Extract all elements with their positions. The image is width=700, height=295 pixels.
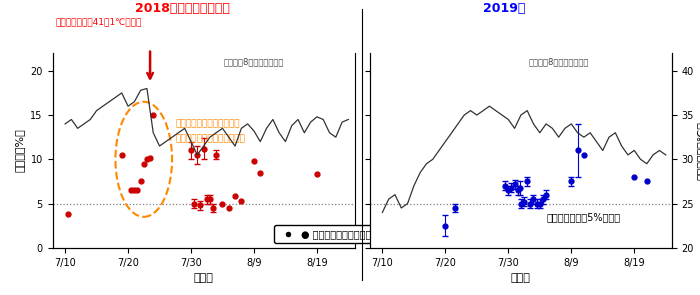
Text: （気温は8府県の平均値）: （気温は8府県の平均値） — [528, 57, 589, 66]
Y-axis label: 日最高気温（℃）: 日最高気温（℃） — [697, 121, 700, 180]
X-axis label: 出穂日: 出穂日 — [194, 273, 214, 283]
Text: 猛暑下で出穂した水田で、: 猛暑下で出穂した水田で、 — [175, 119, 240, 128]
Y-axis label: 不穔率（%）: 不穔率（%） — [15, 129, 24, 172]
X-axis label: 出穂日: 出穂日 — [511, 273, 531, 283]
Text: 埼玉県熊谷市で41．1℃を記録: 埼玉県熊谷市で41．1℃を記録 — [56, 17, 142, 27]
Text: 2019年: 2019年 — [483, 2, 525, 15]
Text: 通常の不穔率（5%程度）: 通常の不穔率（5%程度） — [546, 212, 620, 222]
Text: （気温は8府県の平均値）: （気温は8府県の平均値） — [224, 57, 284, 66]
Legend: ● 出穂日ごとにプロットした不穔率: ● 出穂日ごとにプロットした不穔率 — [274, 225, 404, 243]
Text: 高い不穔率が認められました: 高い不穔率が認められました — [175, 134, 245, 143]
Text: 2018年（記録的猛暑）: 2018年（記録的猛暑） — [134, 2, 230, 15]
